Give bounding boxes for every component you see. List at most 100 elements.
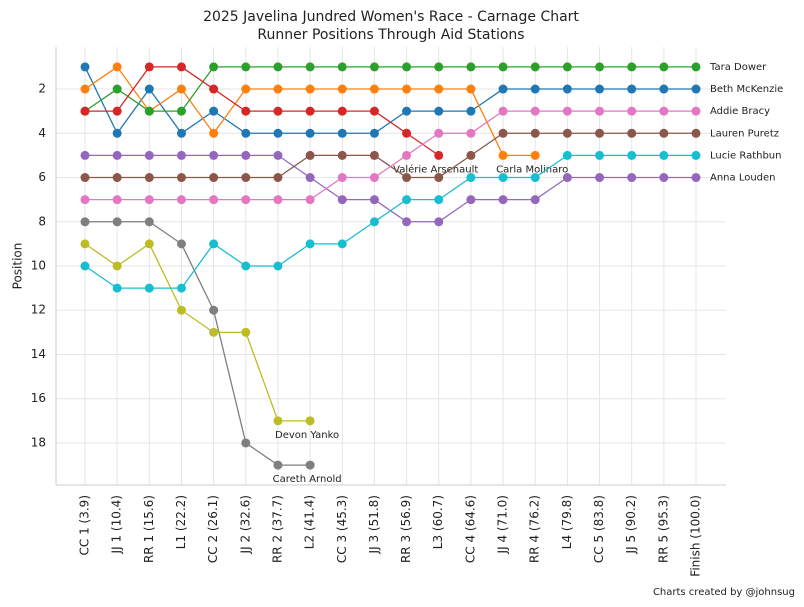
point bbox=[402, 128, 412, 138]
point bbox=[80, 150, 90, 160]
point bbox=[498, 150, 508, 160]
point bbox=[498, 106, 508, 116]
point bbox=[691, 106, 701, 116]
point bbox=[434, 217, 444, 227]
point bbox=[176, 62, 186, 72]
point bbox=[144, 283, 154, 293]
point bbox=[434, 84, 444, 94]
point bbox=[305, 173, 315, 183]
series-line bbox=[84, 66, 696, 112]
point bbox=[627, 62, 637, 72]
point bbox=[241, 327, 251, 337]
point bbox=[273, 261, 283, 271]
point bbox=[112, 84, 122, 94]
point bbox=[498, 62, 508, 72]
x-tick-label: JJ 3 (51.8) bbox=[367, 495, 381, 554]
point bbox=[562, 62, 572, 72]
point bbox=[627, 173, 637, 183]
point bbox=[434, 173, 444, 183]
point bbox=[273, 173, 283, 183]
x-tick-label: RR 2 (37.7) bbox=[270, 495, 284, 563]
point bbox=[337, 150, 347, 160]
point bbox=[176, 195, 186, 205]
point bbox=[112, 128, 122, 138]
point bbox=[112, 106, 122, 116]
x-tick-label: JJ 4 (71.0) bbox=[496, 495, 510, 554]
x-tick-label: JJ 5 (90.2) bbox=[624, 495, 638, 554]
point bbox=[241, 195, 251, 205]
point bbox=[209, 128, 219, 138]
point bbox=[466, 106, 476, 116]
point bbox=[337, 239, 347, 249]
point bbox=[144, 84, 154, 94]
point bbox=[369, 195, 379, 205]
point bbox=[627, 106, 637, 116]
point bbox=[80, 62, 90, 72]
point bbox=[595, 84, 605, 94]
series-label: Beth McKenzie bbox=[710, 84, 783, 95]
point bbox=[627, 150, 637, 160]
point bbox=[80, 217, 90, 227]
point bbox=[562, 84, 572, 94]
point bbox=[209, 195, 219, 205]
point bbox=[530, 150, 540, 160]
series-line bbox=[85, 66, 440, 156]
point bbox=[144, 239, 154, 249]
x-tick-label: CC 3 (45.3) bbox=[335, 495, 349, 563]
point bbox=[176, 84, 186, 94]
point bbox=[659, 62, 669, 72]
point bbox=[466, 195, 476, 205]
point bbox=[402, 84, 412, 94]
x-tick-label: CC 1 (3.9) bbox=[78, 495, 92, 555]
point bbox=[369, 150, 379, 160]
point bbox=[144, 62, 154, 72]
series-line bbox=[85, 221, 311, 466]
point bbox=[595, 106, 605, 116]
point bbox=[434, 128, 444, 138]
point bbox=[402, 195, 412, 205]
point bbox=[466, 62, 476, 72]
point bbox=[80, 239, 90, 249]
point bbox=[691, 62, 701, 72]
point bbox=[595, 150, 605, 160]
point bbox=[659, 128, 669, 138]
point bbox=[402, 62, 412, 72]
point bbox=[80, 195, 90, 205]
point bbox=[434, 62, 444, 72]
point bbox=[402, 106, 412, 116]
point bbox=[305, 106, 315, 116]
point bbox=[241, 438, 251, 448]
point bbox=[209, 239, 219, 249]
point bbox=[562, 173, 572, 183]
point bbox=[80, 84, 90, 94]
point bbox=[337, 173, 347, 183]
x-tick-label: Finish (100.0) bbox=[689, 495, 703, 577]
y-tick-label: 2 bbox=[38, 82, 46, 96]
point bbox=[337, 195, 347, 205]
point bbox=[466, 128, 476, 138]
point bbox=[305, 128, 315, 138]
point bbox=[595, 128, 605, 138]
point bbox=[659, 106, 669, 116]
point bbox=[691, 84, 701, 94]
point bbox=[241, 106, 251, 116]
footer: Charts created by @johnsug bbox=[653, 587, 795, 598]
point bbox=[273, 84, 283, 94]
point bbox=[530, 106, 540, 116]
point bbox=[337, 106, 347, 116]
point bbox=[498, 128, 508, 138]
point bbox=[627, 84, 637, 94]
point bbox=[112, 217, 122, 227]
point bbox=[434, 195, 444, 205]
point bbox=[562, 150, 572, 160]
x-tick-label: L1 (22.2) bbox=[174, 495, 188, 549]
point bbox=[176, 283, 186, 293]
x-tick-label: CC 2 (26.1) bbox=[206, 495, 220, 563]
point bbox=[241, 150, 251, 160]
point bbox=[369, 128, 379, 138]
point bbox=[434, 106, 444, 116]
point bbox=[209, 106, 219, 116]
point bbox=[498, 195, 508, 205]
point bbox=[209, 327, 219, 337]
